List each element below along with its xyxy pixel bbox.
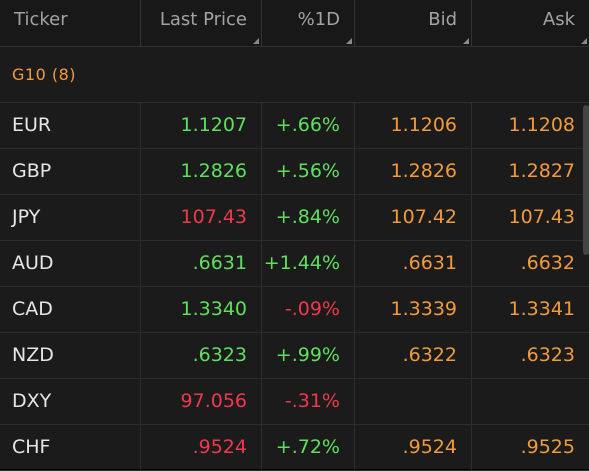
pct-change-cell: +.66%: [262, 103, 355, 148]
ask-cell: .9525: [520, 436, 575, 458]
table-row[interactable]: EUR 1.1207 +.66% 1.1206 1.1208: [0, 103, 589, 149]
bid-cell: [355, 379, 472, 424]
column-header-ask[interactable]: Ask: [472, 0, 589, 46]
table-row[interactable]: GBP 1.2826 +.56% 1.2826 1.2827: [0, 149, 589, 195]
table-row[interactable]: JPY 107.43 +.84% 107.42 107.43: [0, 195, 589, 241]
last-price-cell: 1.2826: [141, 149, 262, 194]
column-header-ask-label: Ask: [542, 9, 575, 30]
pct-change-cell: +1.44%: [262, 241, 355, 286]
vertical-scrollbar[interactable]: [583, 105, 589, 255]
column-resize-handle[interactable]: [581, 38, 587, 44]
bid-cell: .9524: [355, 425, 472, 470]
ticker-cell: CAD: [0, 287, 141, 332]
ticker-cell: DXY: [0, 379, 141, 424]
column-header-ticker[interactable]: Ticker: [0, 0, 141, 46]
last-price-cell: 1.1207: [141, 103, 262, 148]
pct-change-cell: +.99%: [262, 333, 355, 378]
bid-cell: 1.3339: [355, 287, 472, 332]
ask-cell: 107.43: [508, 206, 575, 228]
last-price-cell: 1.3340: [141, 287, 262, 332]
column-resize-handle[interactable]: [463, 38, 469, 44]
ticker-cell: NZD: [0, 333, 141, 378]
column-header-bid-label: Bid: [428, 9, 457, 30]
table-row[interactable]: DXY 97.056 -.31%: [0, 379, 589, 425]
column-resize-handle[interactable]: [253, 38, 259, 44]
column-resize-handle[interactable]: [346, 38, 352, 44]
pct-change-cell: -.09%: [262, 287, 355, 332]
ticker-cell: JPY: [0, 195, 141, 240]
ask-cell: .6323: [520, 344, 575, 366]
pct-change-cell: +.72%: [262, 425, 355, 470]
ticker-cell: CHF: [0, 425, 141, 470]
table-row[interactable]: AUD .6631 +1.44% .6631.6632: [0, 241, 589, 287]
group-row-g10[interactable]: G10 (8): [0, 47, 589, 103]
last-price-cell: .6323: [141, 333, 262, 378]
ticker-cell: GBP: [0, 149, 141, 194]
table-row[interactable]: CHF .9524 +.72% .9524.9525: [0, 425, 589, 471]
column-header-last-price[interactable]: Last Price: [141, 0, 262, 46]
column-header-pct-1d-label: %1D: [297, 9, 340, 30]
column-header-row: Ticker Last Price %1D Bid Ask: [0, 0, 589, 47]
bid-cell: 1.2826: [355, 149, 472, 194]
last-price-cell: 97.056: [141, 379, 262, 424]
last-price-cell: .9524: [141, 425, 262, 470]
ask-cell: 1.2827: [508, 160, 575, 182]
group-label: G10 (8): [12, 65, 77, 84]
column-header-last-price-label: Last Price: [159, 9, 247, 30]
column-header-pct-1d[interactable]: %1D: [262, 0, 355, 46]
ask-cell: .6632: [520, 252, 575, 274]
ticker-cell: AUD: [0, 241, 141, 286]
ask-cell: [472, 379, 589, 424]
ask-cell: 1.3341: [508, 298, 575, 320]
last-price-cell: 107.43: [141, 195, 262, 240]
column-header-ticker-label: Ticker: [14, 9, 68, 30]
pct-change-cell: +.84%: [262, 195, 355, 240]
ask-cell: 1.1208: [508, 114, 575, 136]
last-price-cell: .6631: [141, 241, 262, 286]
pct-change-cell: -.31%: [262, 379, 355, 424]
bid-cell: .6322: [355, 333, 472, 378]
column-header-bid[interactable]: Bid: [355, 0, 472, 46]
bid-cell: .6631: [355, 241, 472, 286]
bid-cell: 1.1206: [355, 103, 472, 148]
table-row[interactable]: NZD .6323 +.99% .6322.6323: [0, 333, 589, 379]
ticker-cell: EUR: [0, 103, 141, 148]
table-row[interactable]: CAD 1.3340 -.09% 1.3339 1.3341: [0, 287, 589, 333]
bid-cell: 107.42: [355, 195, 472, 240]
pct-change-cell: +.56%: [262, 149, 355, 194]
